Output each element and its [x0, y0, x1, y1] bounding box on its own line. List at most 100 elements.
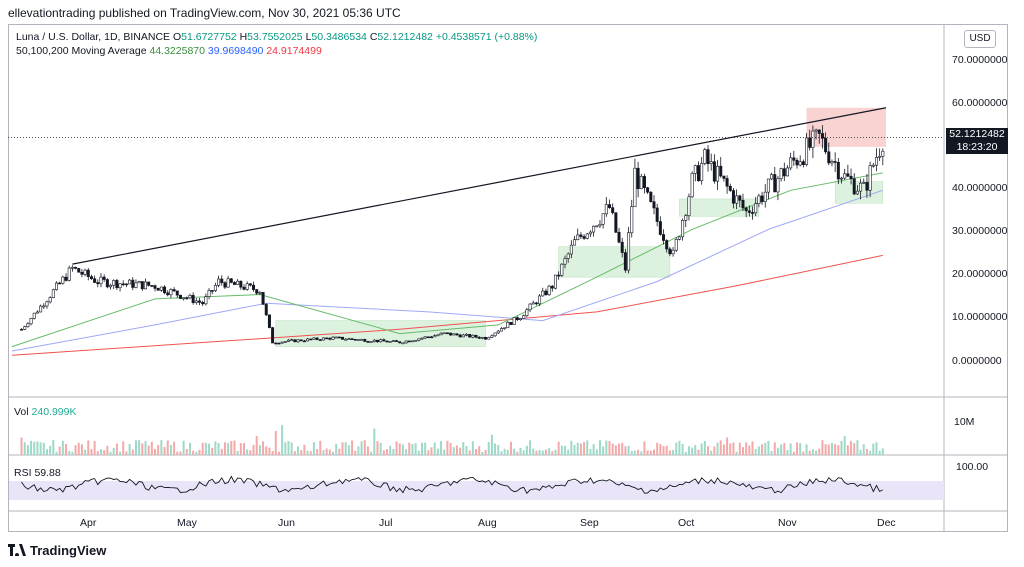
volume-bar: [424, 442, 427, 455]
currency-button[interactable]: USD: [964, 30, 996, 48]
volume-bar: [754, 449, 757, 455]
candle-body: [220, 278, 224, 284]
candle-body: [776, 178, 780, 193]
candle-body: [747, 210, 751, 213]
candle-body: [449, 332, 453, 336]
candle-body: [665, 240, 669, 250]
candle-body: [503, 327, 507, 330]
candle-body: [840, 177, 844, 180]
trendline: [72, 107, 887, 265]
candle-body: [318, 339, 322, 341]
volume-bar: [741, 447, 744, 455]
candle-body: [363, 339, 367, 342]
y-tick-label: 40.0000000: [952, 182, 1008, 194]
volume-bar: [811, 449, 814, 455]
volume-bar: [366, 446, 369, 455]
volume-bar: [697, 449, 700, 455]
volume-bar: [39, 442, 42, 455]
legend-o-label: O: [172, 31, 182, 43]
volume-bar: [252, 445, 255, 455]
volume-bar: [583, 442, 586, 455]
candle-body: [115, 280, 119, 289]
volume-bar: [163, 446, 166, 455]
candle-body: [325, 337, 329, 340]
candle-body: [779, 168, 783, 179]
volume-bar: [236, 450, 239, 455]
candle-body: [595, 225, 599, 228]
volume-bar: [656, 442, 659, 455]
legend-symbol[interactable]: Luna / U.S. Dollar, 1D, BINANCE: [16, 31, 171, 43]
candle-body: [468, 334, 472, 338]
volume-bar: [859, 449, 862, 455]
candle-body: [163, 286, 167, 294]
volume-bar: [71, 451, 74, 455]
candle-body: [80, 271, 84, 275]
candle-body: [426, 336, 430, 339]
candle-body: [531, 302, 535, 305]
support-zone: [558, 246, 671, 278]
volume-bar: [208, 443, 211, 455]
legend-ma-label[interactable]: 50,100,200 Moving Average: [16, 45, 147, 57]
volume-bar: [678, 440, 681, 455]
volume-bar: [497, 444, 500, 455]
candle-body: [722, 175, 726, 179]
current-price: 52.1212482: [949, 128, 1005, 140]
candle-body: [105, 279, 109, 288]
candle-body: [331, 336, 335, 340]
candle-body: [703, 149, 707, 164]
x-tick-label: Aug: [478, 517, 497, 529]
volume-bar: [471, 441, 474, 455]
candle-body: [525, 309, 529, 316]
volume-bar: [347, 445, 350, 455]
candle-body: [287, 339, 291, 342]
volume-bar: [735, 451, 738, 455]
volume-bar: [513, 448, 516, 455]
candle-body: [48, 297, 52, 303]
volume-bar: [595, 449, 598, 455]
rsi-axis-label: 100.00: [956, 461, 989, 473]
volume-bar: [401, 444, 404, 455]
candle-body: [687, 196, 691, 216]
y-tick-label: 0.0000000: [952, 355, 1002, 367]
candle-body: [582, 236, 586, 239]
candle-body: [45, 301, 49, 307]
candle-body: [728, 185, 732, 191]
candle-body: [61, 276, 65, 284]
tradingview-footer[interactable]: TradingView: [8, 543, 106, 558]
candle-body: [859, 182, 863, 192]
volume-bar: [776, 447, 779, 455]
volume-bar: [370, 451, 373, 455]
candle-body: [328, 337, 332, 340]
volume-bar: [112, 447, 115, 455]
candle-body: [681, 219, 685, 238]
candle-body: [836, 161, 840, 180]
candle-body: [512, 317, 516, 325]
volume-bar: [331, 451, 334, 455]
candle-body: [388, 341, 392, 343]
candle-body: [321, 337, 325, 341]
candle-body: [712, 161, 716, 182]
candle-body: [623, 252, 627, 271]
candle-body: [528, 303, 532, 311]
candle-body: [522, 315, 526, 319]
volume-bar: [154, 448, 157, 455]
volume-bar: [382, 450, 385, 455]
candle-body: [477, 336, 481, 339]
volume-bar: [487, 442, 490, 455]
volume-bar: [77, 442, 80, 455]
volume-bar: [26, 445, 29, 455]
candle-body: [366, 341, 370, 343]
candle-body: [684, 215, 688, 221]
volume-bar: [312, 442, 315, 455]
volume-bar: [398, 443, 401, 455]
volume-bar: [360, 441, 363, 455]
volume-bar: [837, 445, 840, 455]
volume-bar: [395, 441, 398, 455]
volume-bar: [665, 445, 668, 455]
volume-bar: [344, 442, 347, 455]
candle-body: [185, 297, 189, 300]
candle-body: [725, 178, 729, 187]
candle-body: [64, 276, 68, 281]
candle-body: [143, 281, 147, 290]
